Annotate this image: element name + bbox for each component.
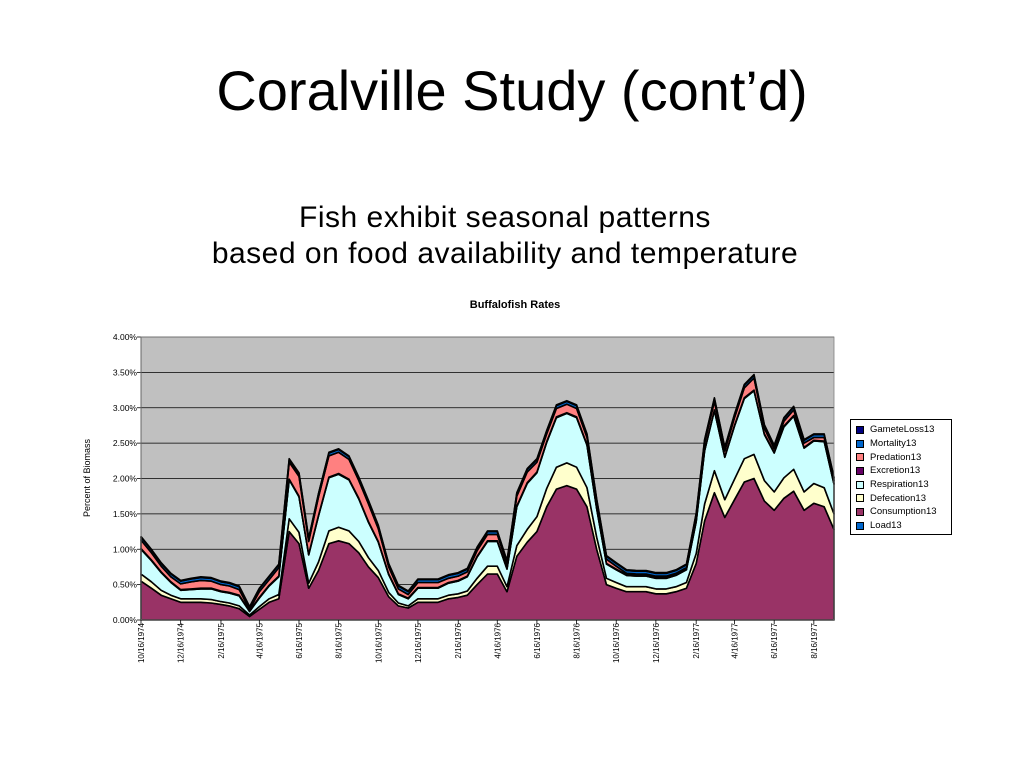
slide-title: Coralville Study (cont’d) (216, 59, 808, 122)
y-tick-label: 3.00% (113, 403, 138, 413)
y-tick-label: 1.00% (113, 544, 138, 554)
x-tick-label: 8/16/1975 (335, 622, 344, 658)
legend-swatch (856, 494, 864, 503)
x-tick-label: 4/16/1976 (493, 622, 502, 658)
x-tick-label: 10/16/1974 (137, 622, 146, 663)
legend-label: Respiration13 (870, 479, 929, 491)
y-tick-label: 3.50% (113, 367, 138, 377)
legend-label: Mortality13 (870, 438, 917, 450)
legend-label: GameteLoss13 (870, 424, 935, 436)
chart-legend: GameteLoss13 Mortality13 Predation13 Excret… (850, 419, 952, 535)
legend-item: Load13 (856, 519, 951, 533)
legend-item: Defecation13 (856, 491, 951, 505)
x-tick-label: 12/16/1974 (177, 622, 186, 663)
x-tick-label: 10/16/1976 (612, 622, 621, 663)
y-tick-label: 4.00% (113, 332, 138, 342)
legend-item: Excretion13 (856, 464, 951, 478)
x-tick-label: 4/16/1977 (731, 622, 740, 658)
legend-item: GameteLoss13 (856, 423, 951, 437)
legend-label: Load13 (870, 520, 902, 532)
legend-item: Mortality13 (856, 437, 951, 451)
stacked-area-chart: 0.00% 0.50% 1.00% 1.50% 2.00% 2.50% 3.00% 3.50%… (82, 332, 835, 663)
headline: Fish exhibit seasonal patterns based on … (0, 200, 1010, 272)
area-series (140, 373, 835, 621)
x-tick-label: 2/16/1976 (454, 622, 463, 658)
legend-swatch (856, 480, 864, 489)
x-tick-label: 12/16/1975 (414, 622, 423, 663)
legend-label: Predation13 (870, 451, 922, 463)
legend-swatch (856, 521, 864, 530)
axes: 0.00% 0.50% 1.00% 1.50% 2.00% 2.50% 3.00% 3.50%… (113, 332, 835, 663)
chart-title: Buffalofish Rates (469, 299, 561, 311)
y-tick-label: 0.00% (113, 615, 138, 625)
legend-label: Excretion13 (870, 465, 921, 477)
x-tick-label: 10/16/1975 (374, 622, 383, 663)
legend-swatch (856, 507, 864, 516)
legend-swatch (856, 453, 864, 462)
x-tick-label: 6/16/1975 (295, 622, 304, 658)
x-tick-label: 6/16/1977 (770, 622, 779, 658)
legend-item: Respiration13 (856, 478, 951, 492)
x-tick-label: 6/16/1976 (533, 622, 542, 658)
legend-item: Consumption13 (856, 505, 951, 519)
x-tick-label: 2/16/1977 (692, 622, 701, 658)
x-tick-label: 2/16/1975 (217, 622, 226, 658)
legend-item: Predation13 (856, 450, 951, 464)
y-tick-label: 2.00% (113, 474, 138, 484)
y-axis-label: Percent of Biomass (82, 438, 92, 517)
x-tick-label: 8/16/1977 (810, 622, 819, 658)
headline-line-2: based on food availability and temperatu… (211, 237, 799, 270)
y-tick-label: 2.50% (113, 438, 138, 448)
y-tick-label: 1.50% (113, 509, 138, 519)
legend-swatch (856, 425, 864, 434)
y-tick-label: 0.50% (113, 580, 138, 590)
legend-swatch (856, 439, 864, 448)
x-tick-label: 8/16/1976 (573, 622, 582, 658)
legend-label: Consumption13 (870, 506, 937, 518)
x-tick-label: 12/16/1976 (652, 622, 661, 663)
headline-line-1: Fish exhibit seasonal patterns (299, 201, 711, 234)
plot-border (140, 336, 835, 621)
legend-swatch (856, 466, 864, 475)
x-tick-label: 4/16/1975 (255, 622, 264, 658)
legend-label: Defecation13 (870, 492, 926, 504)
